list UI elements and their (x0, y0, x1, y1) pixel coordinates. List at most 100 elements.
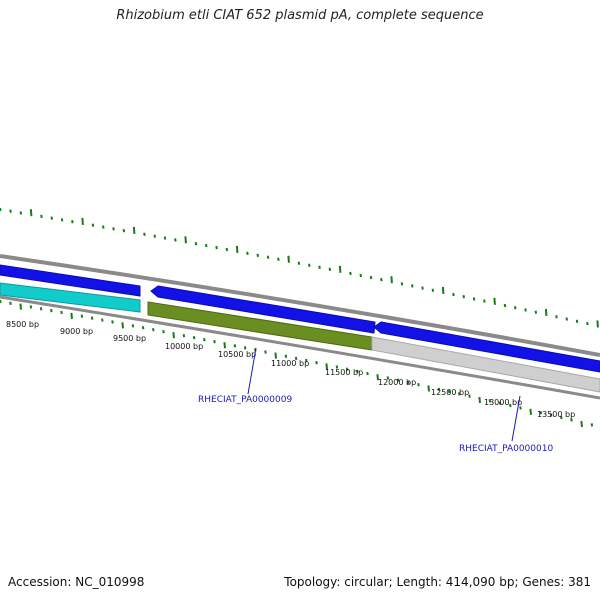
scale-tick (549, 413, 553, 417)
scale-tick (39, 307, 43, 311)
gene-label-rheciat-pa0000009[interactable]: RHECIAT_PA0000009 (198, 395, 292, 405)
backbone-outer (0, 254, 600, 357)
outer-tick (544, 308, 548, 317)
outer-tick (29, 209, 33, 217)
scale-tick (560, 415, 563, 420)
outer-tick (132, 226, 136, 235)
scale-tick (315, 360, 318, 365)
outer-tick (194, 242, 198, 246)
scale-tick (111, 320, 114, 324)
gene-block-cyan[interactable] (0, 282, 141, 313)
outer-tick (400, 282, 404, 286)
outer-tick (369, 275, 373, 280)
scale-tick (539, 411, 543, 415)
scale-tick (458, 392, 461, 396)
outer-tick (40, 214, 43, 219)
gene-block-grey[interactable] (371, 336, 600, 393)
outer-tick (575, 319, 579, 323)
scale-label: 12000 bp (378, 378, 416, 387)
outer-tick (328, 267, 332, 271)
outer-tick (246, 251, 249, 256)
outer-tick (297, 261, 301, 265)
map-title: Rhizobium etli CIAT 652 plasmid pA, comp… (116, 8, 484, 23)
scale-tick (274, 352, 277, 359)
outer-tick (9, 209, 12, 213)
scale-tick (386, 376, 390, 380)
outer-tick (472, 297, 476, 301)
outer-tick (184, 236, 187, 244)
scale-tick (284, 354, 288, 358)
outer-tick (441, 286, 445, 294)
genome-summary-text: Topology: circular; Length: 414,090 bp; … (284, 575, 591, 589)
scale-tick (60, 310, 63, 315)
outer-tick (256, 253, 259, 257)
outer-tick (586, 321, 589, 326)
outer-tick (91, 223, 95, 227)
outer-tick (50, 216, 53, 220)
scale-label: 11000 bp (271, 359, 309, 368)
scale-tick (152, 328, 155, 332)
scale-tick (437, 387, 441, 391)
outer-tick (534, 310, 538, 314)
scale-tick (192, 335, 196, 340)
outer-tick (411, 284, 414, 288)
scale-tick (213, 340, 216, 344)
scale-tick (0, 299, 2, 304)
scale-tick (141, 326, 145, 330)
scale-tick (9, 301, 12, 305)
outer-tick (421, 286, 424, 290)
outer-tick (215, 245, 218, 250)
outer-tick (390, 276, 393, 284)
outer-tick (122, 228, 126, 233)
outer-tick (318, 265, 321, 269)
outer-tick (225, 247, 229, 252)
scale-label: 9000 bp (60, 327, 93, 336)
scale-tick (101, 318, 104, 322)
scale-labels: 8500 bp 9000 bp 9500 bp 10000 bp 10500 bp 110… (6, 320, 575, 419)
scale-tick (29, 305, 33, 309)
outer-tick (19, 211, 23, 215)
outer-tick (235, 245, 239, 253)
scale-tick (172, 332, 175, 339)
outer-tick-row (0, 207, 599, 328)
outer-tick (493, 297, 496, 305)
callout-line-gene-9 (247, 347, 257, 395)
scale-tick (223, 342, 226, 349)
accession-text: Accession: NC_010998 (8, 575, 145, 589)
scale-label: 10500 bp (218, 350, 256, 359)
gene-arrow-reverse-2[interactable] (150, 285, 376, 334)
outer-tick (277, 257, 280, 261)
scale-tick (509, 403, 512, 408)
scale-tick (70, 312, 73, 319)
scale-tick (203, 337, 206, 342)
outer-tick (462, 295, 465, 299)
outer-tick (380, 277, 383, 282)
scale-tick (80, 314, 84, 318)
scale-tick (131, 324, 135, 328)
scale-tick (182, 333, 186, 338)
scale-tick (121, 322, 124, 329)
outer-tick (483, 299, 486, 303)
scale-tick (478, 396, 481, 404)
gene-arrow-reverse-3[interactable] (373, 321, 600, 373)
scale-label: 12500 bp (431, 388, 469, 397)
scale-tick (19, 303, 22, 310)
scale-tick (590, 423, 594, 427)
outer-tick (112, 227, 115, 231)
outer-tick (174, 238, 177, 242)
outer-tick (205, 243, 208, 248)
scale-tick (233, 344, 237, 348)
outer-tick (143, 232, 146, 236)
outer-tick (338, 265, 342, 273)
outer-tick (71, 219, 74, 224)
outer-tick (308, 263, 311, 267)
outer-tick (524, 308, 527, 312)
scale-tick (50, 308, 53, 313)
scale-label: 8500 bp (6, 320, 39, 329)
gene-arrow-forward-1[interactable] (0, 264, 141, 297)
scale-tick (294, 356, 298, 361)
scale-tick (396, 378, 400, 382)
callout-line-gene-10 (511, 395, 521, 442)
gene-label-rheciat-pa0000010[interactable]: RHECIAT_PA0000010 (459, 444, 553, 454)
